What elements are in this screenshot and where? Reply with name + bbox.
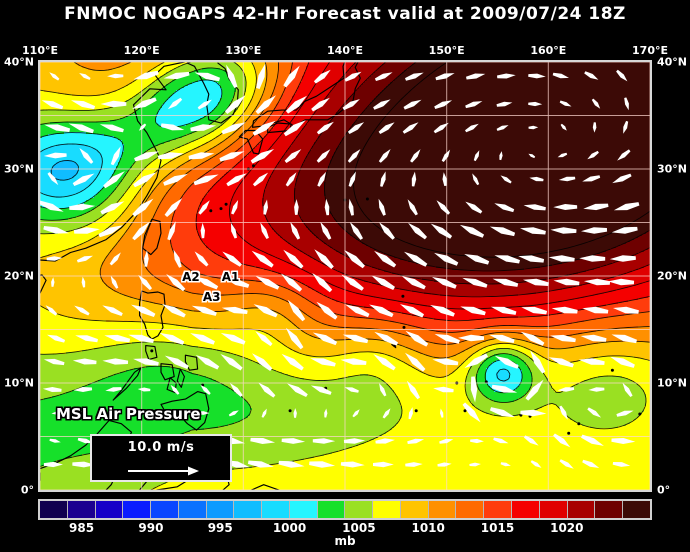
wind-scale-legend: 10.0 m/s	[90, 434, 232, 482]
colorbar-cell-18	[539, 501, 568, 518]
colorbar-cell-1	[67, 501, 96, 518]
colorbar-cell-9	[289, 501, 318, 518]
colorbar-cell-3	[123, 501, 152, 518]
colorbar-cell-14	[428, 501, 457, 518]
colorbar-cell-20	[595, 501, 624, 518]
colorbar-tick-1020: 1020	[550, 521, 584, 535]
colorbar[interactable]	[38, 499, 652, 520]
map-canvas[interactable]: MSL Air Pressure 10.0 m/s A2 A1 A3	[38, 60, 652, 492]
lon-tick-150: 150°E	[428, 44, 465, 57]
colorbar-tick-995: 995	[207, 521, 233, 535]
lat-tick-right-10: 10°N	[657, 376, 688, 390]
colorbar-cell-17	[512, 501, 540, 518]
colorbar-tick-985: 985	[69, 521, 95, 535]
colorbar-tick-1015: 1015	[480, 521, 515, 535]
latitude-axis-right: 40°N 30°N 20°N 10°N 0°	[654, 0, 690, 552]
pressure-field-plot	[40, 62, 650, 490]
colorbar-cell-7	[234, 501, 263, 518]
page-title: FNMOC NOGAPS 42-Hr Forecast valid at 200…	[64, 4, 626, 24]
colorbar-cell-19	[567, 501, 596, 518]
colorbar-tick-1005: 1005	[342, 521, 376, 535]
longitude-axis-top: 110°E 120°E 130°E 140°E 150°E 160°E 170°E	[0, 44, 690, 58]
lat-tick-left-10: 10°N	[3, 376, 34, 390]
colorbar-cell-16	[484, 501, 513, 518]
lon-tick-130: 130°E	[225, 44, 262, 57]
lat-tick-left-0: 0°	[20, 483, 34, 497]
lat-tick-left-40: 40°N	[3, 55, 34, 69]
colorbar-cell-10	[317, 501, 346, 518]
lat-tick-right-30: 30°N	[657, 162, 688, 176]
wind-arrow-icon	[128, 466, 199, 476]
colorbar-tick-1000: 1000	[272, 521, 307, 535]
colorbar-tick-1010: 1010	[411, 521, 445, 535]
colorbar-cell-11	[345, 501, 374, 518]
lat-tick-right-0: 0°	[657, 483, 671, 497]
colorbar-cell-6	[206, 501, 235, 518]
colorbar-cell-2	[95, 501, 124, 518]
colorbar-cell-15	[456, 501, 485, 518]
lon-tick-120: 120°E	[123, 44, 160, 57]
colorbar-cell-12	[373, 501, 401, 518]
lon-tick-170: 170°E	[632, 44, 668, 57]
colorbar-tick-990: 990	[138, 521, 164, 535]
map-inner	[40, 62, 650, 490]
colorbar-cell-4	[151, 501, 179, 518]
lon-tick-160: 160°E	[530, 44, 567, 57]
latitude-axis-left: 40°N 30°N 20°N 10°N 0°	[0, 0, 36, 552]
lat-tick-left-30: 30°N	[3, 162, 34, 176]
wind-scale-label: 10.0 m/s	[127, 440, 195, 455]
lat-tick-right-20: 20°N	[657, 269, 688, 283]
colorbar-cell-0	[40, 501, 68, 518]
colorbar-cell-8	[262, 501, 290, 518]
lon-tick-110: 110°E	[22, 44, 58, 57]
colorbar-ticks: 985 990 995 1000 1005 1010 1015 1020	[38, 521, 652, 536]
lon-tick-140: 140°E	[327, 44, 363, 57]
lat-tick-left-20: 20°N	[3, 269, 34, 283]
colorbar-cell-13	[400, 501, 429, 518]
lat-tick-right-40: 40°N	[657, 55, 688, 69]
colorbar-unit: mb	[334, 534, 356, 548]
colorbar-cell-5	[178, 501, 207, 518]
colorbar-cell-21	[623, 501, 650, 518]
